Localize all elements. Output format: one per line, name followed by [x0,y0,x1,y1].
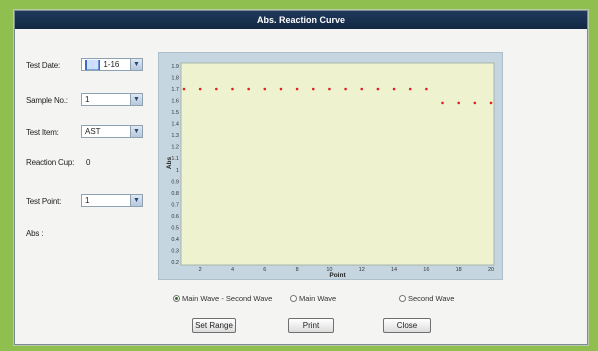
x-tick-label: 6 [263,267,266,273]
window-title: Abs. Reaction Curve [15,11,587,29]
reaction-cup-value: 0 [86,158,91,167]
reaction-curve-svg: 1.9 1.8 1.7 1.6 1.5 1.4 1.3 1.2 1.1 1 0.9 0.8 0.7 0.6… [166,62,495,279]
y-tick-label: 1.8 [171,76,179,82]
radio-label: Main Wave - Second Wave [182,294,273,303]
radio-label: Main Wave [299,294,337,303]
test-point-value: 1 [85,196,90,205]
reaction-curve-chart: 1.9 1.8 1.7 1.6 1.5 1.4 1.3 1.2 1.1 1 0.9 0.8 0.7 0.6… [158,52,503,280]
y-tick-label: 0.3 [171,248,179,254]
x-tick-label: 18 [456,267,462,273]
data-point [279,87,283,91]
chevron-down-icon[interactable]: ▼ [130,126,142,137]
sample-no-select[interactable]: 1 ▼ [81,93,143,106]
close-button[interactable]: Close [383,318,431,333]
print-button[interactable]: Print [288,318,334,333]
radio-dot[interactable] [399,295,406,302]
test-item-select[interactable]: AST ▼ [81,125,143,138]
abs-reaction-curve-window: Abs. Reaction Curve Test Date: ██ 1-16 ▼ … [14,10,588,345]
date-year-segment[interactable]: ██ [85,60,101,70]
radio-dot[interactable] [173,295,180,302]
test-point-select[interactable]: 1 ▼ [81,194,143,207]
y-tick-label: 1.4 [171,122,179,128]
y-tick-label: 0.2 [171,260,179,266]
x-axis-label: Point [329,272,346,279]
y-tick-label: 0.8 [171,191,179,197]
x-tick-label: 20 [488,267,494,273]
y-tick-label: 0.7 [171,202,179,208]
y-tick-label: 0.6 [171,214,179,220]
y-tick-label: 1.1 [171,156,179,162]
y-tick-label: 0.9 [171,179,179,185]
x-tick-label: 2 [199,267,202,273]
x-tick-label: 12 [359,267,365,273]
data-point [311,87,315,91]
data-point [360,87,364,91]
y-tick-label: 1.5 [171,110,179,116]
test-point-label: Test Point: [26,197,62,206]
data-point [198,87,202,91]
test-date-value: 1-16 [103,60,120,69]
x-tick-label: 4 [231,267,234,273]
radio-main-wave[interactable]: Main Wave [290,294,336,303]
x-tick-label: 8 [296,267,299,273]
y-tick-label: 1.6 [171,99,179,105]
x-axis-ticks: 2 4 6 8 10 12 14 16 18 20 [199,267,494,273]
x-tick-label: 16 [423,267,429,273]
data-point [295,87,299,91]
chevron-down-icon[interactable]: ▼ [130,195,142,206]
data-point [247,87,250,91]
test-item-label: Test Item: [26,128,59,137]
data-point [408,87,412,91]
radio-main-minus-second[interactable]: Main Wave - Second Wave [173,294,272,303]
abs-label: Abs : [26,229,44,238]
y-tick-label: 1.9 [171,64,179,70]
data-point [425,87,428,91]
y-tick-label: 1.7 [171,87,179,93]
y-tick-label: 1.3 [171,133,179,139]
data-point [441,101,444,105]
data-point [263,87,267,91]
x-tick-label: 10 [326,267,332,273]
x-tick-label: 14 [391,267,397,273]
data-point [231,87,234,91]
set-range-button[interactable]: Set Range [192,318,236,333]
data-point [489,101,493,105]
data-point [182,87,186,91]
plot-area [180,62,495,266]
radio-second-wave[interactable]: Second Wave [399,294,454,303]
radio-label: Second Wave [408,294,455,303]
data-points [182,87,493,105]
test-date-select[interactable]: ██ 1-16 ▼ [81,58,143,71]
reaction-cup-label: Reaction Cup: [26,158,75,167]
data-point [392,87,396,91]
sample-no-label: Sample No.: [26,96,68,105]
y-tick-label: 0.5 [171,225,179,231]
y-axis-label: Abs [166,156,173,169]
data-point [215,87,218,91]
data-point [328,87,331,91]
chevron-down-icon[interactable]: ▼ [130,94,142,105]
test-item-value: AST [85,127,101,136]
y-tick-label: 1 [176,168,179,174]
y-tick-label: 1.2 [171,145,179,151]
radio-dot[interactable] [290,295,297,302]
test-date-label: Test Date: [26,61,61,70]
y-tick-label: 0.4 [171,237,179,243]
data-point [344,87,347,91]
y-axis-ticks: 1.9 1.8 1.7 1.6 1.5 1.4 1.3 1.2 1.1 1 0.9 0.8 0.7 0.6… [171,64,179,266]
data-point [376,87,380,91]
sample-no-value: 1 [85,95,90,104]
data-point [473,101,477,105]
data-point [457,101,460,105]
chevron-down-icon[interactable]: ▼ [130,59,142,70]
